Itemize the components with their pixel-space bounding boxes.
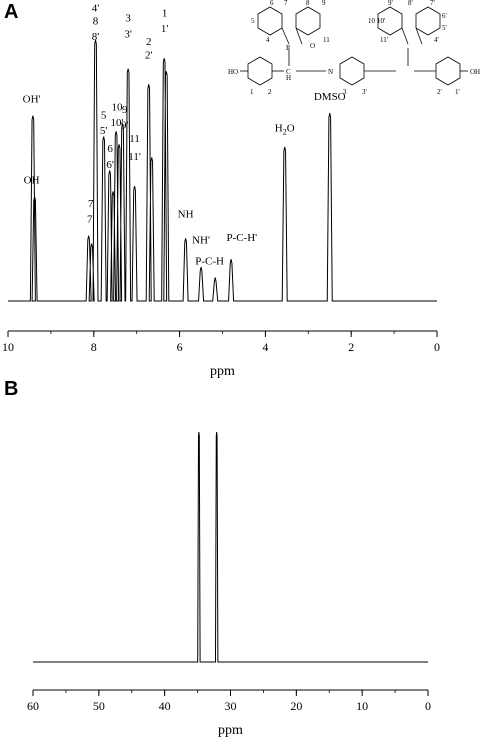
atom-label: 2 xyxy=(268,88,272,96)
x-axis-title: ppm xyxy=(210,364,235,379)
atom-label: N xyxy=(328,68,333,76)
peak-label: 6' xyxy=(106,159,114,171)
x-tick-label: 0 xyxy=(434,340,440,354)
atom-label: H xyxy=(286,74,291,82)
atom-label: 7' xyxy=(430,0,435,7)
peak-label: 2 xyxy=(146,36,152,48)
ring-phenol-right xyxy=(435,56,461,86)
atom-label: 5' xyxy=(442,24,447,32)
panel-b-letter: B xyxy=(4,378,18,400)
ring-center xyxy=(339,56,365,86)
atom-label: C xyxy=(286,68,291,76)
x-tick-label: 60 xyxy=(27,699,39,713)
atom-label: 8' xyxy=(408,0,413,7)
peak-label: P-C-H xyxy=(195,255,224,267)
ring-phenol-left xyxy=(247,56,273,86)
bond xyxy=(415,27,423,45)
peak-label: NH xyxy=(178,208,194,220)
atom-label: O xyxy=(310,42,315,50)
atom-label: 1' xyxy=(455,88,460,96)
peak-label: P-C-H' xyxy=(226,232,257,244)
peak-label: 3 xyxy=(125,13,131,25)
bond xyxy=(401,27,409,45)
atom-label: P xyxy=(286,44,290,52)
x-tick-label: 0 xyxy=(425,699,431,713)
atom-label: 10 xyxy=(368,17,376,25)
x-axis-title: ppm xyxy=(218,723,243,737)
atom-label: 6' xyxy=(442,12,447,20)
atom-label: 3 xyxy=(343,88,347,96)
atom-label: 11' xyxy=(380,36,388,44)
peak-label: OH xyxy=(24,175,40,187)
atom-label: 7 xyxy=(284,0,288,7)
peak-label: 10 xyxy=(111,101,123,113)
peak-label: 8 xyxy=(93,15,99,27)
x-tick-label: 50 xyxy=(93,699,105,713)
peak-label: DMSO xyxy=(314,91,346,103)
ring-right-top-b xyxy=(415,6,441,36)
x-tick-label: 8 xyxy=(91,340,97,354)
peak-label: 2' xyxy=(145,49,153,61)
atom-label: 3' xyxy=(362,88,367,96)
atom-label: 6 xyxy=(270,0,274,7)
atom-label: OH xyxy=(470,68,480,76)
peak-label: 1' xyxy=(161,23,169,35)
peak-label: 7' xyxy=(87,214,95,226)
atom-label: 4' xyxy=(434,36,439,44)
peak-label: 5 xyxy=(101,109,107,121)
peak-label: NH' xyxy=(192,235,210,247)
atom-label: 9 xyxy=(322,0,326,7)
peak-label: 3' xyxy=(124,28,132,40)
panel-a-letter: A xyxy=(4,1,18,23)
peak-label: 9 xyxy=(122,104,128,116)
peak-label: 8' xyxy=(92,31,100,43)
peak-label: 11' xyxy=(128,151,141,163)
peak-label: OH' xyxy=(23,94,41,106)
x-tick-label: 20 xyxy=(290,699,302,713)
peak-label: H2O xyxy=(275,122,295,136)
peak-label: 1 xyxy=(162,8,168,20)
peak-label: 9' xyxy=(121,120,129,132)
ring-left-top-a xyxy=(257,6,283,36)
atom-label: 8 xyxy=(306,0,310,7)
x-tick-label: 6 xyxy=(177,340,183,354)
x-tick-label: 10 xyxy=(2,340,14,354)
atom-label: 5 xyxy=(251,17,255,25)
atom-label: HO xyxy=(228,68,238,76)
peak-label: 5' xyxy=(100,125,108,137)
atom-label: 10' xyxy=(377,17,385,25)
peak-label: 10' xyxy=(110,117,123,129)
peak-label: 11 xyxy=(129,133,140,145)
atom-label: 9' xyxy=(388,0,393,7)
spectrum-trace xyxy=(33,431,428,663)
bond xyxy=(281,27,290,45)
atom-label: 1 xyxy=(250,88,254,96)
panel-b-chart: 60 50 40 30 20 10 0 ppm xyxy=(27,431,431,737)
x-tick-label: 30 xyxy=(225,699,237,713)
panel-a-chart: 1086420ppmOH'OH44'88'77'55'66'1010'99'11… xyxy=(2,2,440,379)
spectrum-trace xyxy=(8,39,437,302)
molecule-structure xyxy=(240,6,468,86)
peak-label: 7 xyxy=(88,198,94,210)
atom-label: 2' xyxy=(437,88,442,96)
x-tick-label: 10 xyxy=(356,699,368,713)
x-tick-label: 2 xyxy=(348,340,354,354)
peak-label: 6 xyxy=(107,143,113,155)
atom-label: 4 xyxy=(266,36,270,44)
molecule-labels: 6 7 8 9 5 10 10' 9' 8' 7' 6' 5' 4 11 11'… xyxy=(228,0,480,96)
ring-left-top-b xyxy=(295,6,321,36)
x-tick-label: 4 xyxy=(262,340,268,354)
bond xyxy=(295,27,303,45)
x-tick-label: 40 xyxy=(159,699,171,713)
peak-label: 4' xyxy=(92,2,100,14)
atom-label: 11 xyxy=(323,36,330,44)
